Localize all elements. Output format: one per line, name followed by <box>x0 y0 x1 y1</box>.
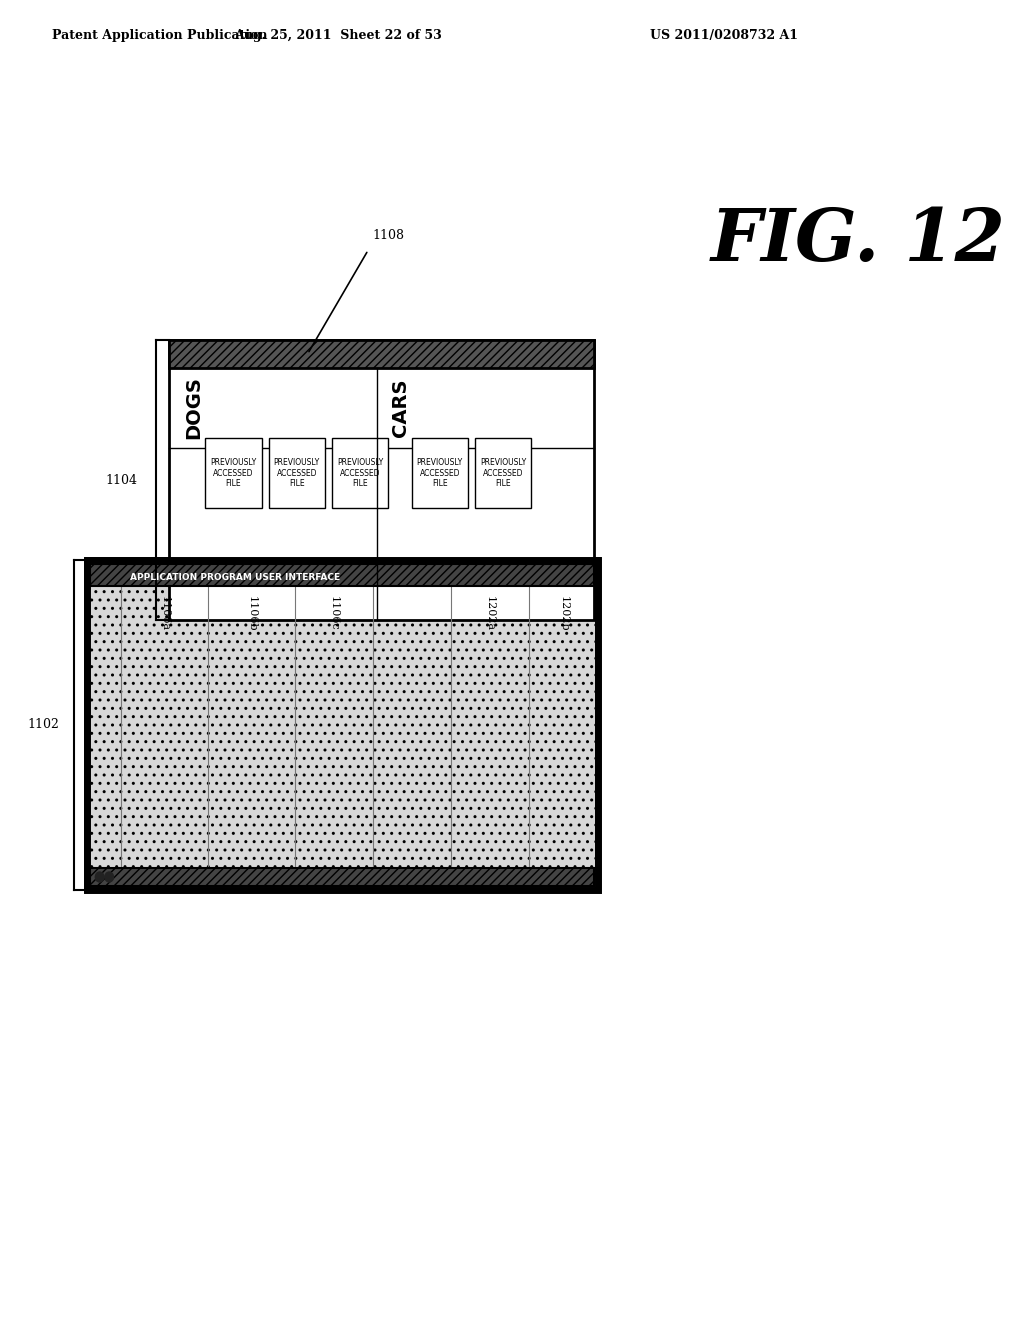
Bar <box>90 869 594 886</box>
Text: PREVIOUSLY
ACCESSED
FILE: PREVIOUSLY ACCESSED FILE <box>337 458 383 488</box>
Text: 1108: 1108 <box>373 228 404 242</box>
Bar <box>90 564 594 586</box>
Text: 1202b: 1202b <box>558 597 568 632</box>
Bar <box>268 438 325 508</box>
Text: 1106a: 1106a <box>160 597 170 631</box>
Bar <box>87 560 598 890</box>
Bar <box>332 438 388 508</box>
Text: PREVIOUSLY
ACCESSED
FILE: PREVIOUSLY ACCESSED FILE <box>273 458 319 488</box>
Text: 1202a: 1202a <box>484 597 495 631</box>
Text: APPLICATION PROGRAM USER INTERFACE: APPLICATION PROGRAM USER INTERFACE <box>130 573 340 582</box>
Text: DOGS: DOGS <box>184 376 204 440</box>
Text: 1104: 1104 <box>105 474 137 487</box>
Circle shape <box>95 873 104 882</box>
Text: 1102: 1102 <box>28 718 59 731</box>
Text: 1106c: 1106c <box>329 597 339 631</box>
Bar <box>475 438 531 508</box>
Text: 1106b: 1106b <box>246 597 256 632</box>
Circle shape <box>104 873 114 882</box>
Bar <box>87 560 598 890</box>
Text: FIG. 12: FIG. 12 <box>711 205 1006 276</box>
Bar <box>169 341 594 368</box>
Bar <box>206 438 262 508</box>
Text: PREVIOUSLY
ACCESSED
FILE: PREVIOUSLY ACCESSED FILE <box>480 458 526 488</box>
Text: PREVIOUSLY
ACCESSED
FILE: PREVIOUSLY ACCESSED FILE <box>417 458 463 488</box>
Bar <box>169 341 594 620</box>
Text: Patent Application Publication: Patent Application Publication <box>52 29 267 41</box>
Text: CARS: CARS <box>391 379 410 437</box>
Bar <box>412 438 468 508</box>
Text: US 2011/0208732 A1: US 2011/0208732 A1 <box>650 29 798 41</box>
Text: Aug. 25, 2011  Sheet 22 of 53: Aug. 25, 2011 Sheet 22 of 53 <box>234 29 441 41</box>
Text: PREVIOUSLY
ACCESSED
FILE: PREVIOUSLY ACCESSED FILE <box>210 458 257 488</box>
